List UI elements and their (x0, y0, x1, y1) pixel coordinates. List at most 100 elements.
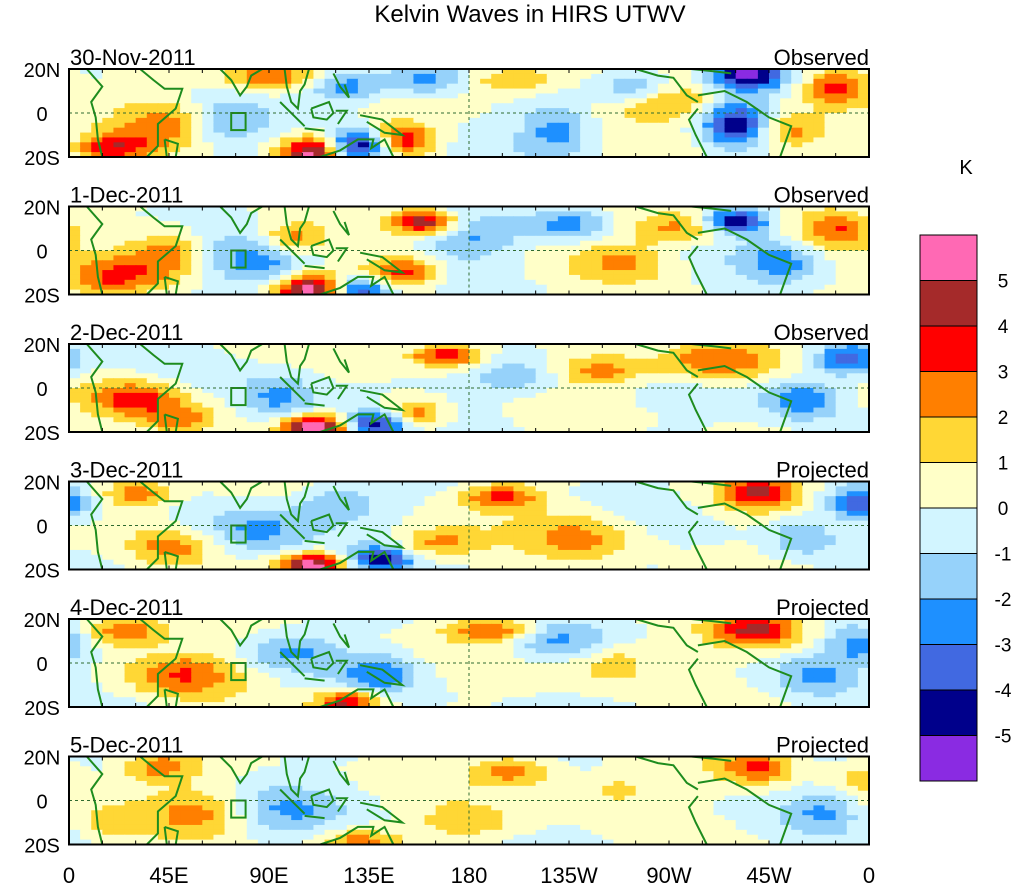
field-cell (635, 501, 648, 507)
field-cell (613, 284, 626, 291)
field-cell (846, 363, 859, 370)
field-cell (213, 83, 226, 90)
field-cell (680, 132, 692, 139)
field-cell (857, 348, 870, 355)
field-cell (402, 397, 415, 404)
field-cell (324, 368, 337, 374)
field-cell (713, 412, 726, 418)
field-cell (669, 515, 681, 522)
field-cell (480, 402, 492, 409)
field-cell (702, 383, 715, 389)
field-cell (335, 73, 348, 80)
field-cell (746, 344, 759, 350)
field-cell (269, 358, 281, 365)
field-cell (269, 373, 281, 379)
field-cell (246, 235, 259, 242)
field-cell (469, 255, 481, 261)
field-cell (680, 98, 692, 104)
field-cell (135, 422, 148, 428)
field-cell (835, 113, 848, 119)
field-cell (413, 103, 426, 109)
field-cell (380, 122, 392, 129)
field-cell (624, 383, 637, 389)
field-cell (402, 127, 415, 134)
field-cell (691, 496, 703, 502)
field-cell (91, 211, 103, 217)
field-cell (846, 216, 859, 222)
field-cell (224, 137, 237, 143)
field-cell (213, 368, 226, 374)
field-cell (602, 73, 615, 80)
field-cell (480, 348, 492, 355)
field-cell (157, 388, 170, 394)
field-cell (669, 127, 681, 134)
field-cell (613, 69, 626, 75)
field-cell (769, 348, 781, 355)
field-cell (257, 481, 270, 487)
field-cell (746, 427, 759, 433)
field-cell (280, 373, 292, 379)
field-cell (369, 127, 381, 134)
field-cell (535, 226, 548, 232)
field-cell (846, 103, 859, 109)
field-cell (157, 501, 170, 507)
field-cell (780, 117, 792, 124)
field-cell (169, 255, 181, 261)
field-cell (246, 117, 259, 124)
field-cell (724, 427, 737, 433)
field-cell (602, 525, 615, 531)
field-cell (857, 132, 870, 139)
field-cell (435, 211, 448, 217)
field-cell (735, 103, 748, 109)
field-cell (435, 284, 448, 291)
field-cell (235, 69, 248, 75)
field-cell (713, 255, 726, 261)
field-cell (169, 535, 181, 541)
field-cell (657, 69, 670, 75)
field-cell (413, 122, 426, 129)
field-cell (324, 535, 337, 541)
field-cell (302, 221, 315, 227)
field-cell (313, 98, 326, 104)
field-cell (680, 152, 692, 158)
field-cell (580, 427, 592, 433)
field-cell (846, 235, 859, 242)
field-cell (291, 132, 303, 139)
field-cell (91, 481, 103, 487)
field-cell (235, 270, 248, 276)
field-cell (813, 289, 826, 296)
field-cell (335, 373, 348, 379)
field-cell (680, 397, 692, 404)
field-cell (802, 113, 815, 119)
field-cell (424, 412, 437, 418)
field-cell (546, 417, 559, 423)
field-cell (835, 78, 848, 85)
field-cell (769, 373, 781, 379)
field-cell (557, 378, 570, 384)
field-cell (380, 520, 392, 527)
field-cell (569, 481, 581, 487)
field-cell (113, 103, 126, 109)
field-cell (235, 344, 248, 350)
field-cell (457, 412, 470, 418)
field-cell (635, 83, 648, 90)
field-cell (624, 491, 637, 497)
field-cell (380, 373, 392, 379)
field-cell (857, 368, 870, 374)
field-cell (746, 491, 759, 497)
field-cell (180, 73, 192, 80)
field-cell (524, 427, 537, 433)
field-cell (491, 245, 503, 252)
field-cell (835, 481, 848, 487)
field-cell (135, 353, 148, 360)
field-cell (691, 103, 703, 109)
field-cell (369, 230, 381, 237)
field-cell (357, 363, 370, 370)
field-cell (691, 93, 703, 99)
field-cell (791, 230, 803, 237)
field-cell (69, 93, 81, 99)
field-cell (513, 358, 526, 365)
field-cell (102, 279, 115, 286)
field-cell (480, 383, 492, 389)
field-cell (846, 520, 859, 527)
